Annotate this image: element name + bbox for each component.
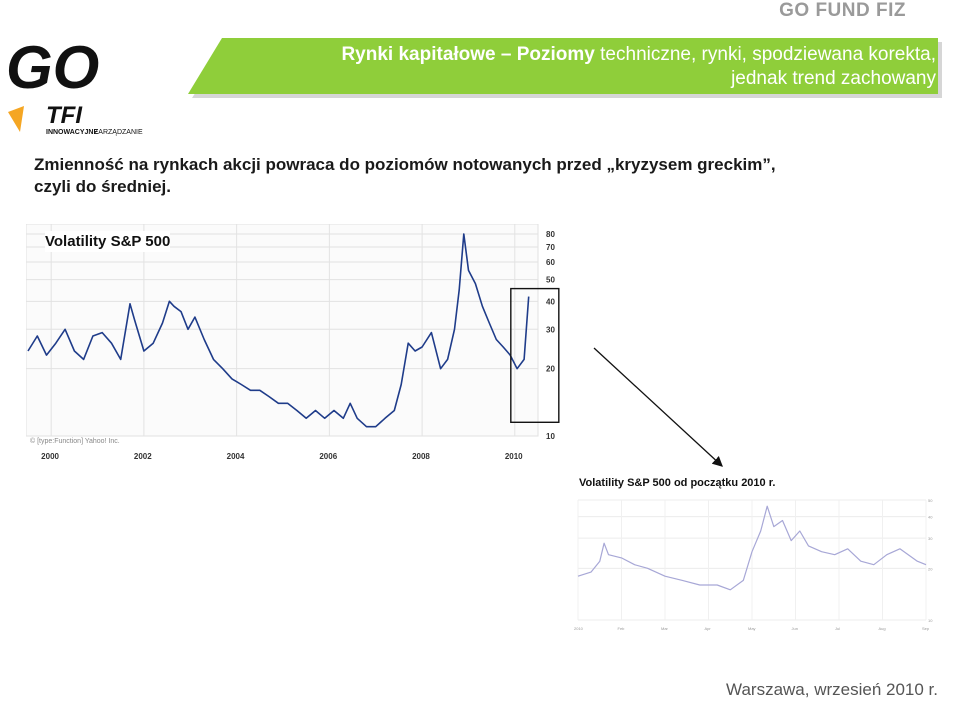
y-tick-label: 50 bbox=[546, 276, 555, 285]
x-tick-label: Sep bbox=[922, 626, 930, 631]
x-tick-label: 2002 bbox=[134, 452, 152, 461]
series-line bbox=[27, 233, 530, 428]
x-tick-label: Aug bbox=[879, 626, 886, 631]
x-tick-label: Mar bbox=[661, 626, 669, 631]
x-tick-label: May bbox=[748, 626, 756, 631]
x-tick-label: 2008 bbox=[412, 452, 430, 461]
y-tick-label: 10 bbox=[546, 432, 555, 441]
x-tick-label: 2006 bbox=[319, 452, 337, 461]
logo-tfi: TFI bbox=[46, 102, 83, 129]
y-tick-label: 20 bbox=[928, 566, 933, 571]
connector-arrow-icon bbox=[593, 347, 723, 467]
x-tick-label: 2010 bbox=[574, 626, 584, 631]
y-tick-label: 30 bbox=[928, 536, 933, 541]
y-tick-label: 50 bbox=[928, 498, 933, 503]
slide-title-bold: Rynki kapitałowe – Poziomy bbox=[341, 44, 595, 65]
series-line bbox=[577, 505, 927, 591]
chart2-title: Volatility S&P 500 od początku 2010 r. bbox=[579, 477, 776, 489]
chart-title: Volatility S&P 500 bbox=[45, 231, 171, 252]
y-tick-label: 30 bbox=[546, 325, 555, 334]
volatility-chart: 10 20 30 40 50 60 70 80 2000 2002 2004 2006 2008 2010 bbox=[26, 224, 560, 461]
title-band bbox=[188, 38, 942, 98]
headline: Zmienność na rynkach akcji powraca do po… bbox=[34, 155, 776, 196]
y-tick-label: 80 bbox=[546, 230, 555, 239]
x-tick-label: Feb bbox=[618, 626, 626, 631]
logo-tagline-bold: INNOWACYJNE bbox=[46, 129, 98, 136]
logo-swoosh-icon bbox=[8, 106, 24, 132]
slide-title-rest: techniczne, rynki, spodziewana korekta, … bbox=[600, 44, 936, 89]
logo-tagline: ZARZĄDZANIE bbox=[94, 129, 143, 136]
y-tick-label: 60 bbox=[546, 258, 555, 267]
highlight-box bbox=[510, 287, 560, 423]
footer-place-date: Warszawa, wrzesień 2010 r. bbox=[726, 680, 938, 699]
x-tick-label: Jul bbox=[835, 626, 840, 631]
y-tick-label: 70 bbox=[546, 243, 555, 252]
x-tick-label: 2010 bbox=[505, 452, 523, 461]
fund-label: GO FUND FIZ bbox=[779, 0, 906, 21]
copyright-note: © [type:Function] Yahoo! Inc. bbox=[30, 438, 120, 445]
x-tick-label: 2004 bbox=[227, 452, 245, 461]
y-tick-label: 10 bbox=[928, 618, 933, 623]
go-tfi-logo: GO TFI INNOWACYJNE ZARZĄDZANIE bbox=[6, 38, 143, 136]
plot-area bbox=[26, 224, 539, 437]
y-tick-label: 40 bbox=[928, 515, 933, 520]
x-tick-label: Apr bbox=[705, 626, 712, 631]
slide-title: Rynki kapitałowe – Poziomy techniczne, r… bbox=[316, 43, 936, 91]
volatility-2010-chart: 10 20 30 40 50 2010 Feb Mar Apr May Jun Jul Aug Sep bbox=[574, 498, 933, 631]
x-tick-label: Jun bbox=[792, 626, 798, 631]
y-tick-label: 40 bbox=[546, 297, 555, 306]
logo-go: GO bbox=[6, 38, 99, 101]
x-tick-label: 2000 bbox=[41, 452, 59, 461]
y-tick-label: 20 bbox=[546, 365, 555, 374]
